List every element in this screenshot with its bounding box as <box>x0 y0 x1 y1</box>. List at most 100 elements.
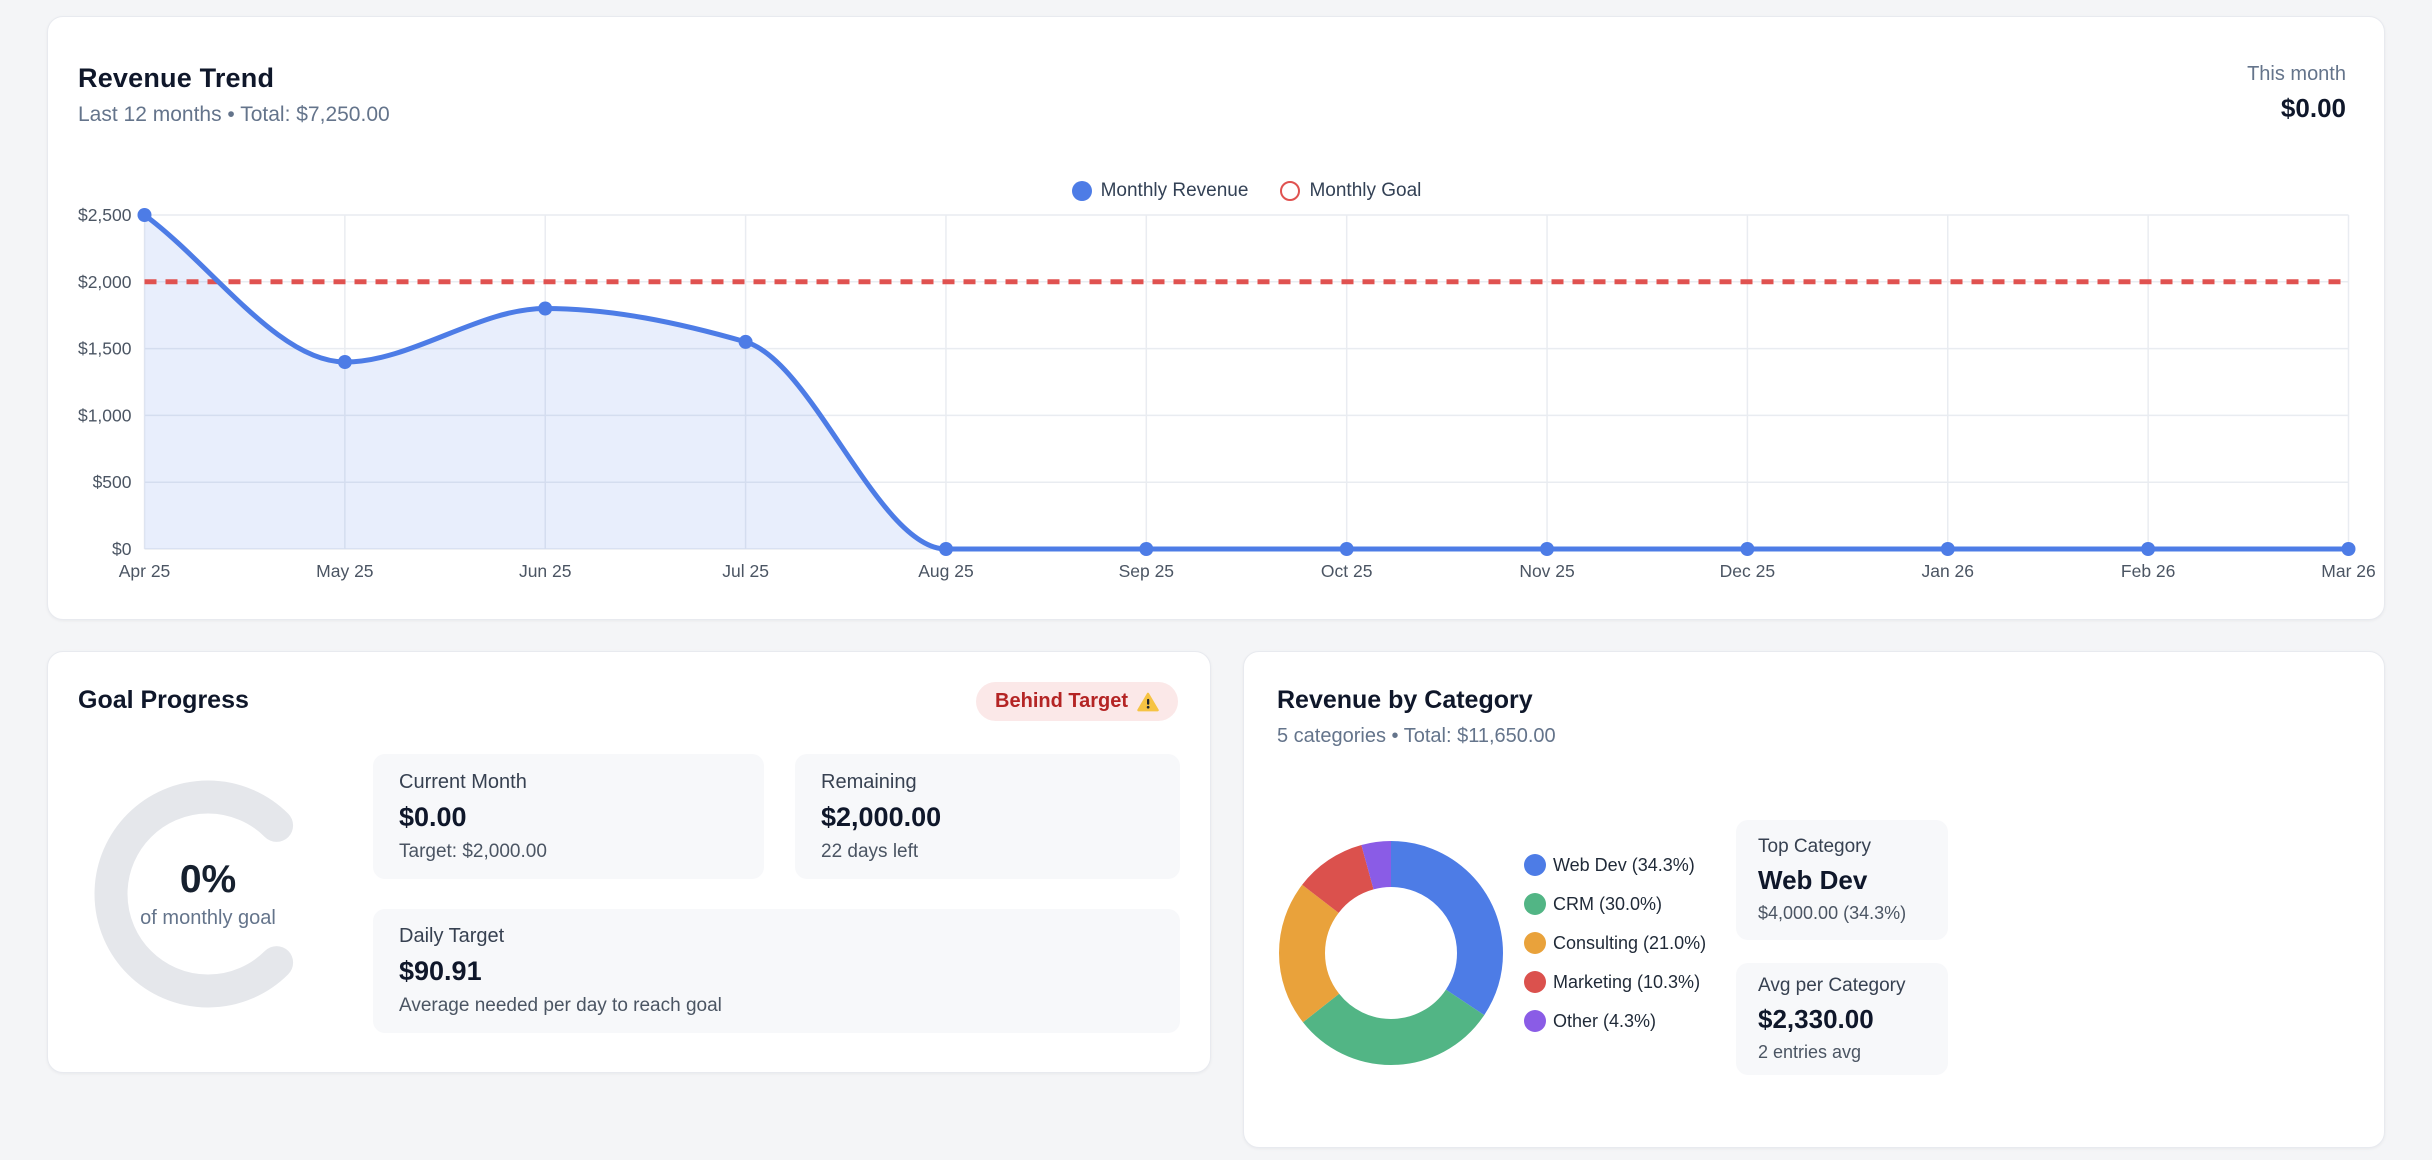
x-axis-tick-label: Jun 25 <box>519 561 572 581</box>
revenue-by-category-title: Revenue by Category <box>1277 686 1533 714</box>
revenue-area-fill <box>144 215 2349 549</box>
category-legend-label: CRM (30.0%) <box>1553 893 1663 914</box>
x-axis-tick-label: Aug 25 <box>918 561 973 581</box>
y-axis-tick-label: $1,500 <box>78 339 132 359</box>
revenue-trend-title: Revenue Trend <box>78 63 275 93</box>
revenue-data-point <box>2141 542 2156 556</box>
revenue-line <box>142 212 2351 552</box>
stat-label: Daily Target <box>399 925 505 947</box>
goal-progress-gauge <box>94 780 294 1008</box>
behind-target-badge-label: Behind Target <box>995 690 1128 712</box>
info-value: Web Dev <box>1758 865 1868 895</box>
x-axis-tick-label: Jul 25 <box>722 561 769 581</box>
category-donut-chart <box>1279 841 1503 1065</box>
x-axis-tick-label: Oct 25 <box>1321 561 1373 581</box>
donut-segment-other <box>1279 841 1503 1065</box>
y-axis-tick-label: $1,000 <box>78 405 132 425</box>
gauge-center-text: 0% of monthly goal <box>78 764 338 1024</box>
revenue-data-point <box>1339 542 1354 556</box>
ring-circle-icon <box>1280 181 1301 201</box>
revenue-by-category-card: Revenue by Category 5 categories • Total… <box>1243 651 2385 1148</box>
revenue-data-point <box>1540 542 1554 556</box>
stat-label: Remaining <box>821 770 917 793</box>
info-label: Avg per Category <box>1758 975 1906 996</box>
y-axis-tick-label: $0 <box>112 539 132 559</box>
x-axis-tick-label: Nov 25 <box>1519 561 1574 581</box>
stat-box-daily-target: Daily Target $90.91 Average needed per d… <box>373 909 1180 1033</box>
info-sub: 2 entries avg <box>1758 1042 1862 1062</box>
filled-circle-icon <box>1524 854 1546 876</box>
revenue-data-point <box>939 542 953 556</box>
revenue-data-point <box>2341 542 2356 556</box>
info-box-avg-per-category: Avg per Category $2,330.00 2 entries avg <box>1736 963 1948 1075</box>
category-legend: Web Dev (34.3%) CRM (30.0%) Consulting (21… <box>1524 854 1706 1032</box>
trend-chart-legend: Monthly Revenue Monthly Goal <box>144 180 2349 202</box>
category-legend-label: Consulting (21.0%) <box>1553 932 1707 953</box>
stat-value: $90.91 <box>399 956 482 986</box>
info-label: Top Category <box>1758 836 1872 857</box>
category-legend-label: Other (4.3%) <box>1553 1010 1657 1031</box>
category-legend-item[interactable]: Consulting (21.0%) <box>1524 932 1706 954</box>
category-legend-item[interactable]: Web Dev (34.3%) <box>1524 854 1706 876</box>
x-axis-tick-label: Dec 25 <box>1720 561 1775 581</box>
category-legend-item[interactable]: Other (4.3%) <box>1524 1010 1706 1032</box>
stat-box-remaining: Remaining $2,000.00 22 days left <box>795 754 1180 879</box>
x-axis-tick-label: Apr 25 <box>119 561 171 581</box>
filled-circle-icon <box>1071 181 1092 201</box>
stat-value: $2,000.00 <box>821 801 942 832</box>
category-legend-item[interactable]: CRM (30.0%) <box>1524 893 1706 915</box>
filled-circle-icon <box>1524 893 1546 915</box>
gauge-caption: of monthly goal <box>140 907 276 929</box>
this-month-summary: This month $0.00 <box>2247 63 2346 124</box>
filled-circle-icon <box>1524 932 1546 954</box>
y-axis-tick-label: $2,000 <box>78 272 132 292</box>
this-month-value: $0.00 <box>2280 93 2346 123</box>
x-axis-tick-label: May 25 <box>316 561 373 581</box>
revenue-trend-line-chart: $0 $500 $1,000 $1,500 $2,000 $2,500 Apr 25 May … <box>78 205 2376 581</box>
donut-segment-crm <box>1279 841 1503 1065</box>
stat-sub: Average needed per day to reach goal <box>399 995 722 1016</box>
gauge-percent: 0% <box>179 858 237 901</box>
revenue-trend-card: Revenue Trend Last 12 months • Total: $7… <box>47 16 2385 620</box>
stat-label: Current Month <box>399 770 527 793</box>
filled-circle-icon <box>1524 971 1546 993</box>
info-value: $2,330.00 <box>1758 1004 1874 1034</box>
stat-sub: 22 days left <box>821 840 919 862</box>
x-axis-tick-label: Feb 26 <box>2121 561 2175 581</box>
donut-segment-consulting <box>1279 841 1503 1065</box>
stat-value: $0.00 <box>399 801 467 832</box>
category-legend-item[interactable]: Marketing (10.3%) <box>1524 971 1706 993</box>
x-axis-tick-label: Sep 25 <box>1119 561 1174 581</box>
revenue-data-point <box>1139 542 1154 556</box>
revenue-trend-subtitle: Last 12 months • Total: $7,250.00 <box>78 103 390 126</box>
revenue-data-point <box>1940 542 1955 556</box>
revenue-data-point <box>738 334 753 349</box>
goal-progress-card: Goal Progress Behind Target 0% of monthl… <box>47 651 1211 1073</box>
behind-target-badge: Behind Target <box>976 682 1178 721</box>
stat-box-current-month: Current Month $0.00 Target: $2,000.00 <box>373 754 764 879</box>
trend-legend-item[interactable]: Monthly Revenue <box>1071 180 1249 202</box>
revenue-data-point <box>538 301 553 316</box>
revenue-data-point <box>137 208 152 222</box>
revenue-trend-heading-group: Revenue Trend Last 12 months • Total: $7… <box>78 63 390 127</box>
stat-sub: Target: $2,000.00 <box>399 840 547 862</box>
category-legend-label: Marketing (10.3%) <box>1553 971 1701 992</box>
info-box-top-category: Top Category Web Dev $4,000.00 (34.3%) <box>1736 820 1948 940</box>
trend-legend-item[interactable]: Monthly Goal <box>1280 180 1421 202</box>
category-legend-label: Web Dev (34.3%) <box>1553 854 1695 875</box>
x-axis-tick-label: Mar 26 <box>2321 561 2375 581</box>
info-sub: $4,000.00 (34.3%) <box>1758 903 1907 923</box>
trend-legend-label: Monthly Revenue <box>1100 180 1249 201</box>
goal-progress-title: Goal Progress <box>78 686 249 714</box>
revenue-data-point <box>337 355 352 369</box>
filled-circle-icon <box>1524 1010 1546 1032</box>
y-axis-tick-label: $2,500 <box>78 205 132 225</box>
revenue-trend-header: Revenue Trend Last 12 months • Total: $7… <box>78 63 2346 127</box>
x-axis-tick-label: Jan 26 <box>1921 561 1974 581</box>
warning-triangle-icon <box>1137 692 1159 711</box>
this-month-label: This month <box>2247 63 2346 85</box>
revenue-data-point <box>1740 542 1755 556</box>
revenue-by-category-subtitle: 5 categories • Total: $11,650.00 <box>1277 725 1556 747</box>
y-axis-tick-label: $500 <box>93 472 132 492</box>
trend-legend-label: Monthly Goal <box>1309 180 1422 201</box>
